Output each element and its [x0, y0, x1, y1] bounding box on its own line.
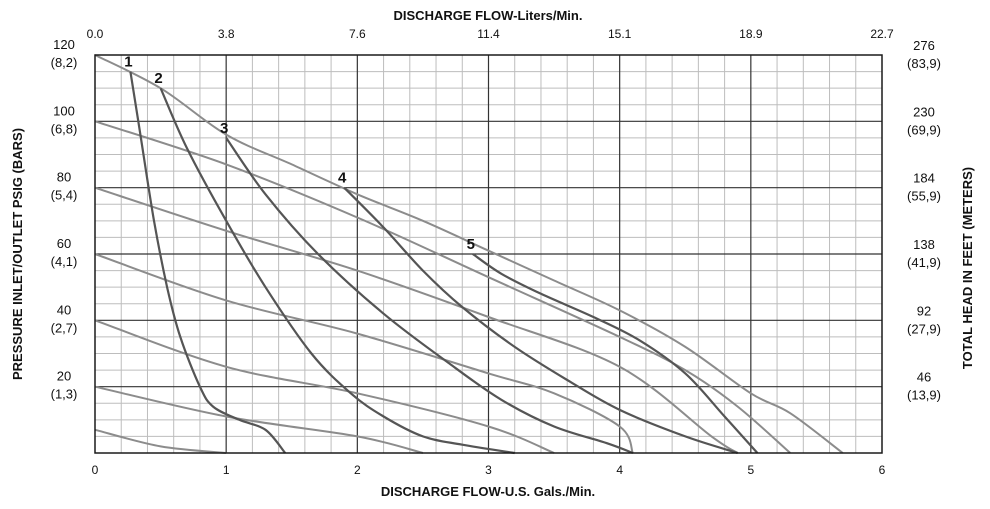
y-left-tick-bar: (6,8): [51, 121, 78, 136]
y-left-tick-bar: (4,1): [51, 254, 78, 269]
curve-label-2: 2: [154, 70, 162, 87]
x-bottom-tick-label: 6: [879, 463, 886, 477]
y-right-tick-feet: 138: [913, 237, 935, 252]
y-right-tick-meters: (69,9): [907, 122, 941, 137]
curve-label-4: 4: [338, 170, 347, 187]
y-right-tick-meters: (13,9): [907, 388, 941, 403]
y-left-tick-psi: 40: [57, 302, 71, 317]
curve-label-1: 1: [124, 54, 132, 71]
performance-curve-4: [343, 186, 739, 455]
air-consumption-line-4: [94, 253, 634, 454]
y-right-tick-feet: 184: [913, 171, 935, 186]
x-top-tick-label: 3.8: [218, 27, 235, 41]
x-top-tick-label: 11.4: [477, 27, 500, 41]
y-left-tick-psi: 80: [57, 170, 71, 185]
performance-curve-3: [225, 137, 634, 455]
y-right-tick-feet: 276: [913, 38, 935, 53]
y-right-tick-meters: (41,9): [907, 255, 941, 270]
x-top-tick-label: 7.6: [349, 27, 366, 41]
y-left-tick-psi: 60: [57, 236, 71, 251]
x-bottom-tick-label: 2: [354, 463, 361, 477]
x-bottom-tick-label: 1: [223, 463, 230, 477]
y-left-tick-psi: 20: [57, 369, 71, 384]
air-consumption-line-2: [94, 120, 791, 454]
y-right-tick-meters: (27,9): [907, 321, 941, 336]
y-left-tick-psi: 100: [53, 103, 75, 118]
performance-curve-1: [129, 71, 287, 454]
plot-frame: [94, 54, 883, 454]
y-right-tick-meters: (83,9): [907, 56, 941, 71]
x-bottom-tick-label: 5: [747, 463, 754, 477]
y-axis-left-title: PRESSURE INLET/OUTLET PSIG (BARS): [10, 128, 25, 380]
performance-curve-5: [472, 253, 759, 454]
x-bottom-tick-label: 3: [485, 463, 492, 477]
air-consumption-line-1: [94, 54, 844, 454]
y-left-tick-bar: (5,4): [51, 188, 78, 203]
y-right-tick-meters: (55,9): [907, 189, 941, 204]
air-consumption-line-7: [94, 428, 227, 454]
grid: [95, 55, 882, 453]
y-right-tick-feet: 92: [917, 303, 931, 318]
y-left-tick-bar: (8,2): [51, 55, 78, 70]
air-consumption-lines: [94, 54, 844, 454]
air-consumption-line-3: [94, 186, 739, 454]
x-top-tick-label: 15.1: [608, 27, 632, 41]
x-bottom-tick-label: 0: [92, 463, 99, 477]
y-right-tick-feet: 46: [917, 370, 931, 385]
air-consumption-line-6: [94, 385, 424, 454]
performance-curves: 1 2 3 4 5: [124, 54, 759, 455]
y-left-tick-bar: (1,3): [51, 387, 78, 402]
y-left-tick-bar: (2,7): [51, 320, 78, 335]
x-bottom-tick-label: 4: [616, 463, 623, 477]
curve-label-3: 3: [220, 120, 228, 137]
x-axis-top-title: DISCHARGE FLOW-Liters/Min.: [394, 8, 583, 23]
x-top-tick-label: 22.7: [870, 27, 894, 41]
y-left-tick-psi: 120: [53, 37, 75, 52]
y-axis-right-title: TOTAL HEAD IN FEET (METERS): [960, 167, 975, 369]
x-axis-bottom-title: DISCHARGE FLOW-U.S. Gals./Min.: [381, 484, 595, 499]
x-top-tick-label: 18.9: [739, 27, 763, 41]
y-right-tick-feet: 230: [913, 104, 935, 119]
tick-labels: 0 1 2 3 4 5 60.0 3.8 7.6 11.4 15.1 18.9 22.7120(8,2)…: [51, 27, 941, 477]
performance-curve-2: [159, 87, 515, 455]
air-consumption-line-5: [94, 319, 555, 454]
curve-label-5: 5: [467, 236, 475, 253]
x-top-tick-label: 0.0: [87, 27, 104, 41]
